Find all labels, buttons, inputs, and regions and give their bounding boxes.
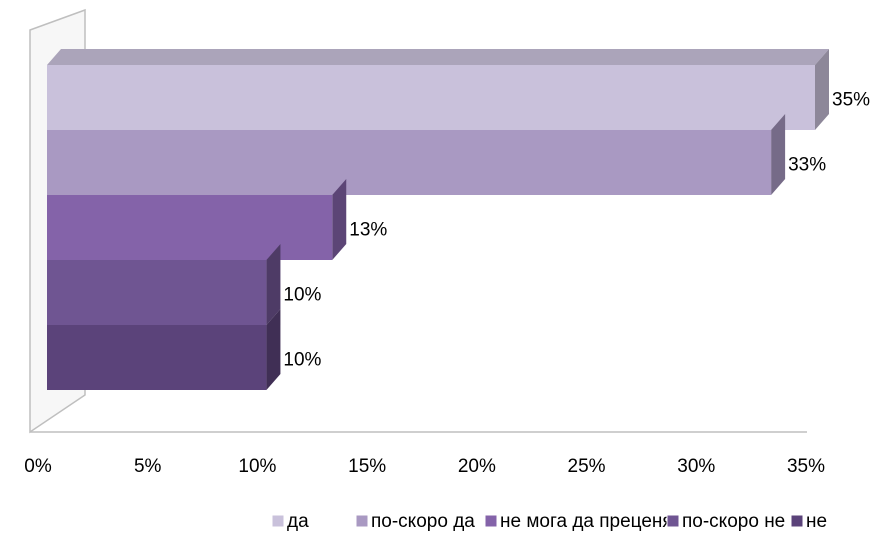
bar-side <box>266 309 281 390</box>
x-tick-label: 35% <box>787 456 825 477</box>
bar <box>47 260 267 325</box>
legend-swatch <box>355 514 369 528</box>
legend-swatch <box>484 514 498 528</box>
legend-swatch <box>271 514 285 528</box>
x-tick-label: 30% <box>677 456 715 477</box>
legend-label: не <box>806 511 827 532</box>
bar-top <box>47 49 829 65</box>
data-label: 10% <box>283 285 321 306</box>
bar-side <box>266 244 281 325</box>
legend-label: по-скоро да <box>371 511 475 532</box>
x-tick-label: 0% <box>24 456 52 477</box>
data-label: 10% <box>283 350 321 371</box>
x-tick-label: 20% <box>458 456 496 477</box>
legend-label: не мога да преценя <box>500 511 673 532</box>
x-tick-label: 10% <box>238 456 276 477</box>
data-label: 35% <box>832 90 870 111</box>
bar <box>47 65 815 130</box>
legend-swatch <box>790 514 804 528</box>
bar <box>47 130 772 195</box>
bar <box>47 325 267 390</box>
data-label: 33% <box>788 155 826 176</box>
legend-label: по-скоро не <box>682 511 785 532</box>
bar-side <box>332 179 347 260</box>
x-tick-label: 5% <box>134 456 162 477</box>
legend-swatch <box>666 514 680 528</box>
bar-side <box>771 114 786 195</box>
x-tick-label: 15% <box>348 456 386 477</box>
x-tick-label: 25% <box>568 456 606 477</box>
bar <box>47 195 333 260</box>
data-label: 13% <box>349 220 387 241</box>
legend-label: да <box>287 511 309 532</box>
bar-side <box>815 49 829 130</box>
